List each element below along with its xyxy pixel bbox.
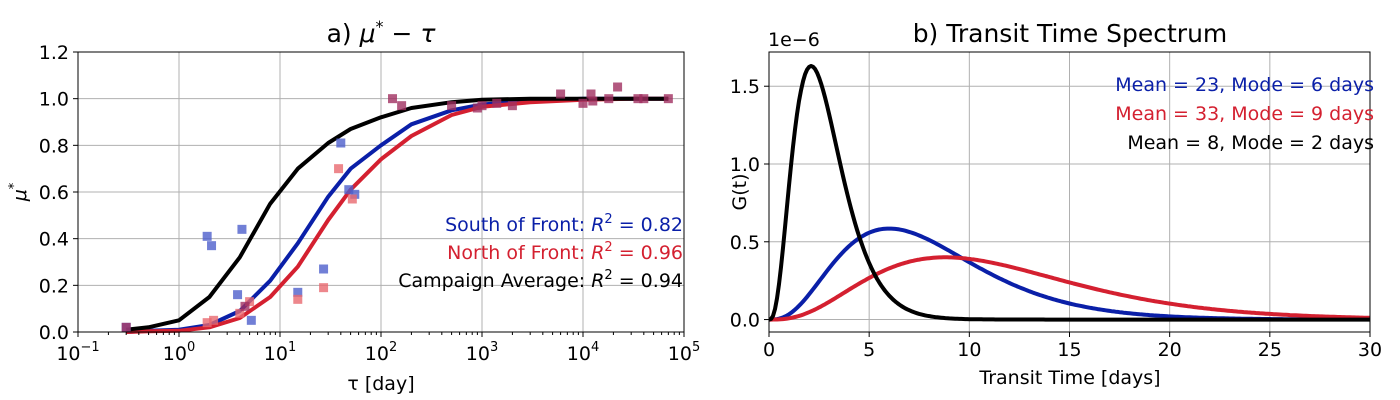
- scatter-point-south: [319, 264, 329, 274]
- scatter-point-north: [235, 308, 245, 318]
- y-tick-label: 0.8: [39, 135, 69, 157]
- panel-b-title: b) Transit Time Spectrum: [913, 19, 1228, 48]
- y-tick-label: 1.2: [39, 42, 69, 64]
- scatter-point-north: [209, 315, 219, 325]
- scatter-point-mixed: [613, 82, 623, 92]
- scatter-point-mixed: [388, 94, 398, 104]
- scatter-point-mixed: [507, 101, 517, 111]
- scatter-point-mixed: [492, 98, 502, 108]
- x-tick-label: 105: [668, 340, 700, 365]
- scatter-point-south: [350, 189, 360, 199]
- scatter-point-north: [319, 283, 329, 293]
- scatter-point-mixed: [121, 322, 131, 332]
- panel-b-x-ticks: 0 5 10 15 20 25 30: [763, 332, 1382, 361]
- panel-a-x-ticks: 10−1 100 101 102 103 104 105: [56, 332, 700, 365]
- panel-a-scatter: [121, 82, 673, 332]
- panel-b-x-label: Transit Time [days]: [978, 367, 1160, 389]
- panel-a-y-label: μ*: [7, 182, 31, 202]
- y-tick-label: 0.0: [730, 310, 760, 332]
- scatter-point-mixed: [663, 94, 673, 104]
- scatter-point-mixed: [447, 101, 457, 111]
- scatter-point-mixed: [477, 101, 487, 111]
- scatter-point-south: [202, 231, 212, 241]
- curve-mean-8-mode-2: [768, 64, 1370, 322]
- y-tick-label: 1.0: [730, 154, 760, 176]
- y-tick-label: 0.4: [39, 229, 69, 251]
- scatter-point-north: [347, 194, 357, 204]
- panel-a: 10−1 100 101 102 103 104 105 0.0 0.2 0.4 0.6 0.8 1.…: [7, 17, 700, 395]
- panel-a-annotations: South of Front: R2 = 0.82 North of Front:…: [398, 212, 683, 292]
- panel-b-y-label: G(t): [729, 174, 751, 211]
- panel-b: 0 5 10 15 20 25 30 0.0 0.5 1.0 1.5 b) Transit Tim…: [729, 19, 1382, 389]
- x-tick-label: 101: [264, 340, 296, 365]
- panel-a-x-label: τ [day]: [347, 373, 414, 395]
- x-tick-label: 30: [1358, 339, 1382, 361]
- x-tick-label: 25: [1258, 339, 1282, 361]
- series-line-campaign-average: [125, 96, 669, 332]
- panel-b-legend: Mean = 23, Mode = 6 days Mean = 33, Mode …: [1115, 74, 1374, 154]
- scatter-point-south: [233, 290, 243, 300]
- y-tick-label: 0.5: [730, 232, 760, 254]
- annotation-south: South of Front: R2 = 0.82: [445, 212, 683, 236]
- scatter-point-mixed: [586, 89, 596, 99]
- x-tick-label: 102: [365, 340, 397, 365]
- x-tick-label: 100: [163, 340, 195, 365]
- legend-entry: Mean = 23, Mode = 6 days: [1115, 74, 1374, 96]
- scatter-point-south: [336, 138, 346, 148]
- scatter-point-mixed: [578, 98, 588, 108]
- scatter-point-north: [245, 297, 255, 307]
- annotation-north: North of Front: R2 = 0.96: [447, 240, 683, 264]
- scatter-point-mixed: [639, 94, 649, 104]
- scatter-point-south: [237, 224, 247, 234]
- y-tick-label: 0.0: [39, 322, 69, 344]
- y-tick-label: 1.0: [39, 89, 69, 111]
- scatter-point-north: [202, 318, 212, 328]
- y-tick-label: 0.6: [39, 182, 69, 204]
- x-tick-label: 20: [1158, 339, 1182, 361]
- x-tick-label: 104: [567, 340, 599, 365]
- scatter-point-mixed: [240, 301, 250, 311]
- x-tick-label: 10: [957, 339, 981, 361]
- panel-b-offset-label: 1e−6: [768, 29, 820, 51]
- y-tick-label: 1.5: [730, 76, 760, 98]
- scatter-point-south: [344, 185, 354, 195]
- x-tick-label: 15: [1057, 339, 1081, 361]
- x-tick-label: 10−1: [56, 340, 99, 365]
- x-tick-label: 0: [763, 339, 775, 361]
- scatter-point-mixed: [604, 94, 614, 104]
- scatter-point-mixed: [588, 96, 598, 106]
- scatter-point-mixed: [397, 101, 407, 111]
- scatter-point-mixed: [472, 103, 482, 113]
- x-tick-label: 103: [466, 340, 498, 365]
- panel-b-lines: [768, 64, 1370, 322]
- x-tick-label: 5: [863, 339, 875, 361]
- scatter-point-north: [334, 164, 344, 174]
- panel-b-y-ticks: 0.0 0.5 1.0 1.5: [730, 76, 769, 332]
- panel-a-y-ticks: 0.0 0.2 0.4 0.6 0.8 1.0 1.2: [39, 42, 78, 344]
- annotation-avg: Campaign Average: R2 = 0.94: [398, 268, 683, 292]
- scatter-point-mixed: [556, 89, 566, 99]
- scatter-point-south: [246, 315, 256, 325]
- panel-a-title: a) μ* − τ: [327, 17, 437, 48]
- curve-mean-33-mode-9: [769, 255, 1370, 322]
- scatter-point-mixed: [633, 94, 643, 104]
- legend-entry: Mean = 33, Mode = 9 days: [1115, 103, 1374, 125]
- scatter-point-north: [293, 294, 303, 304]
- legend-entry: Mean = 8, Mode = 2 days: [1127, 132, 1374, 154]
- scatter-point-south: [293, 287, 303, 297]
- scatter-point-south: [207, 241, 217, 251]
- y-tick-label: 0.2: [39, 275, 69, 297]
